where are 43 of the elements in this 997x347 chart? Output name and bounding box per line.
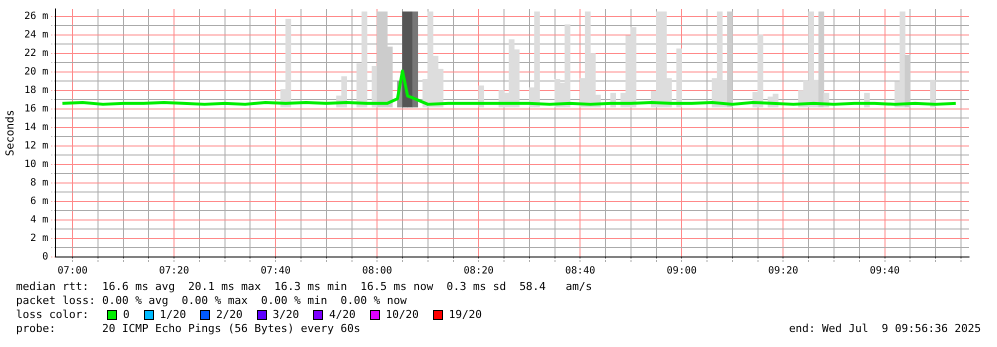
x-tick-label: 09:00: [666, 266, 697, 277]
bar: [372, 66, 378, 108]
x-tick-label: 08:40: [565, 266, 596, 277]
y-tick-label: 10 m: [24, 159, 48, 170]
x-tick-label: 07:00: [57, 266, 88, 277]
bar: [904, 54, 910, 108]
bar: [818, 11, 824, 108]
y-tick-label: 16 m: [24, 104, 48, 115]
y-tick-label: 2 m: [30, 233, 48, 244]
text: end: Wed Jul 9 09:56:36 2025: [788, 322, 981, 336]
x-tick-label: 09:40: [870, 266, 900, 277]
y-tick-label: 22 m: [24, 48, 48, 60]
y-tick-label: 14 m: [24, 122, 48, 134]
x-tick-label: 07:40: [260, 266, 291, 277]
bar: [676, 48, 682, 108]
x-tick-label: 08:20: [464, 266, 494, 277]
legend-label: 10/20: [386, 308, 419, 322]
bar: [412, 11, 418, 108]
y-tick-label: 18 m: [24, 85, 48, 96]
y-axis-title: Seconds: [3, 110, 16, 156]
legend-label: 3/20: [272, 308, 300, 322]
text: median rtt: 16.6 ms avg 20.1 ms max 16.3 ms min 16.5 ms now 0.3 ms sd 58.4 am/s: [16, 280, 594, 294]
x-tick-label: 07:20: [159, 266, 190, 277]
y-tick-label: 4 m: [30, 214, 48, 226]
legend-label: 2/20: [216, 308, 243, 322]
x-tick-label: 08:00: [362, 266, 392, 277]
y-tick-label: 12 m: [24, 140, 48, 152]
text: probe: 20 ICMP Echo Pings (56 Bytes) every 60s: [16, 322, 360, 336]
legend-label: 19/20: [448, 308, 482, 322]
y-tick-label: 24 m: [24, 30, 48, 41]
legend-label: 4/20: [329, 308, 356, 322]
y-tick-label: 6 m: [30, 196, 48, 208]
x-tick-label: 09:20: [768, 266, 798, 277]
legend-label: 0: [123, 308, 130, 322]
y-tick-label: 0: [42, 252, 48, 263]
legend-label: 1/20: [160, 308, 186, 322]
bar: [727, 11, 733, 108]
legend-title: loss color:: [16, 308, 90, 322]
bar: [930, 80, 936, 108]
y-tick-label: 20 m: [24, 66, 48, 78]
text: packet loss: 0.00 % avg 0.00 % max 0.00 % min 0.00 % now: [16, 294, 408, 308]
y-tick-label: 26 m: [24, 10, 48, 22]
y-tick-label: 8 m: [30, 178, 48, 189]
